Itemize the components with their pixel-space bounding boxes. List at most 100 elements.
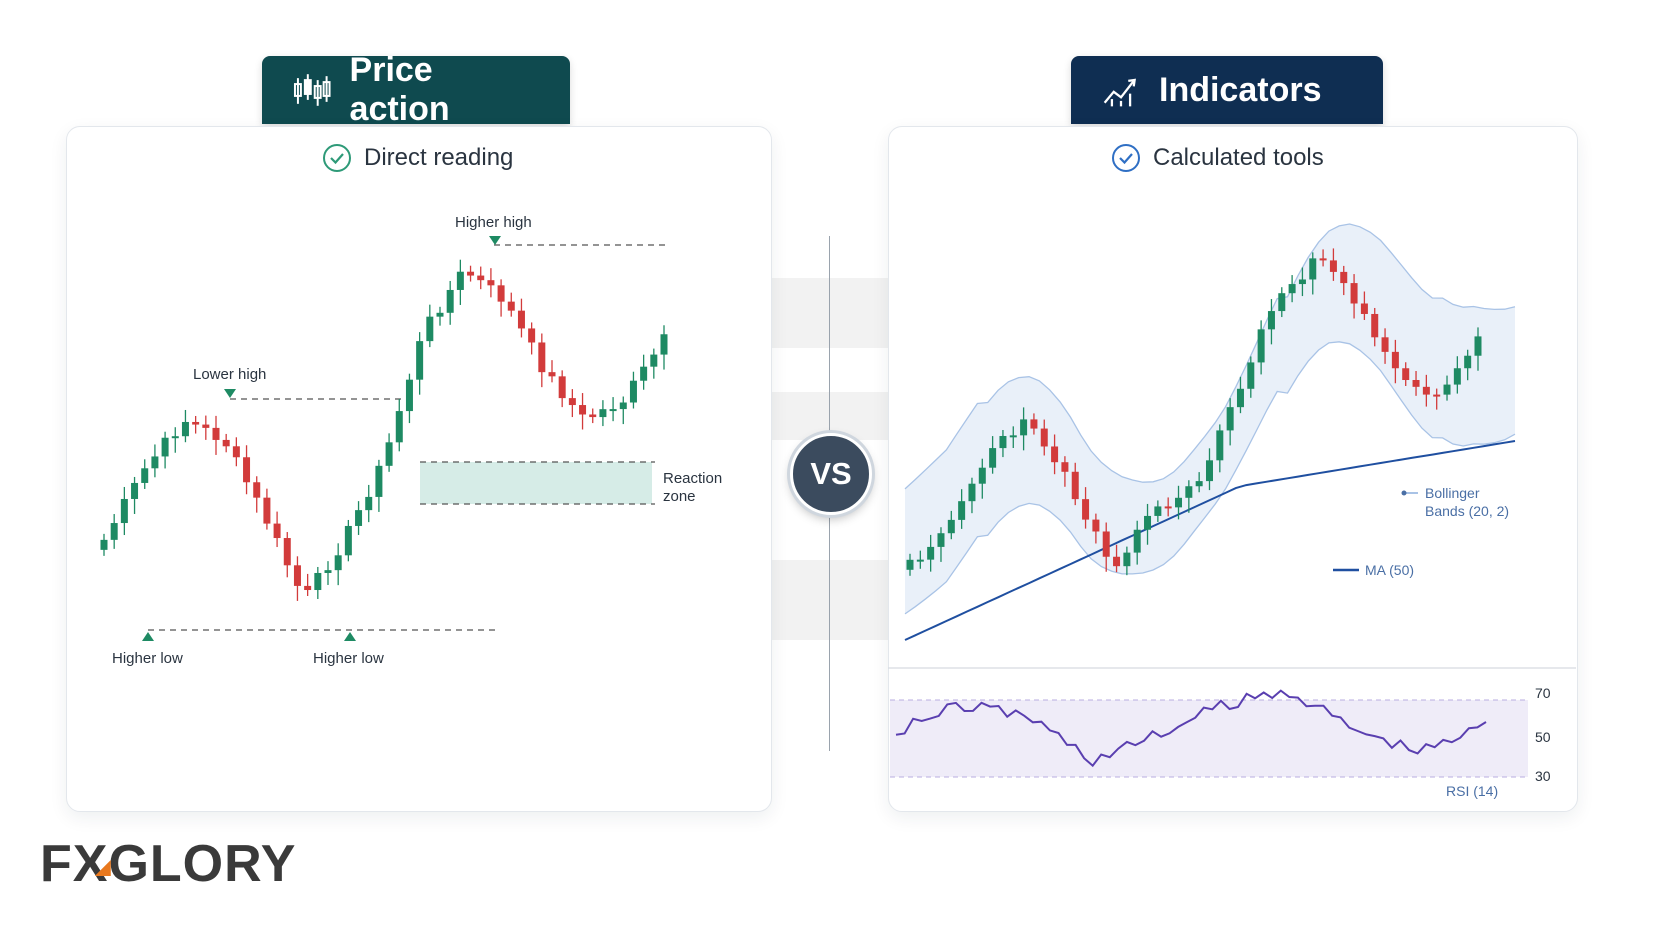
left-candle [528,328,536,343]
higher-low-label-1: Higher low [112,650,183,667]
bollinger-legend-label-1: Bollinger [1425,485,1480,501]
left-candle [487,280,495,286]
bollinger-legend-label-2: Bands (20, 2) [1425,503,1509,519]
left-candle [355,510,363,526]
bollinger-legend-dot [1401,490,1407,496]
right-candle [1474,336,1482,356]
left-candle [640,366,648,381]
left-candles [100,259,668,601]
price-action-tab: Price action [262,51,570,128]
logo-glory: GLORY [108,835,297,893]
left-candle [283,538,291,566]
left-candle [100,539,108,550]
right-candle [1030,419,1038,429]
left-candle [517,310,525,329]
left-candle [161,437,169,457]
left-candle [192,421,200,425]
left-candle [507,301,515,311]
right-candle [1391,351,1399,369]
higher-low-marker-1 [142,632,154,641]
left-candle [324,570,332,573]
right-candle [1051,446,1059,463]
rsi-band [890,700,1528,777]
right-candle [1020,419,1028,436]
right-candle [1298,279,1306,285]
left-candle [416,341,424,380]
price-action-panel [66,126,772,812]
right-candle [1453,368,1461,385]
price-action-title: Price action [349,51,450,128]
right-candle [1195,481,1203,487]
right-candle [1133,529,1141,553]
right-candle [1082,499,1090,520]
right-candles [906,248,1482,576]
right-candle [1009,435,1017,438]
rsi-level-50: 50 [1535,729,1551,745]
left-candle [243,457,251,483]
left-candle [660,334,668,355]
higher-low-marker-2 [344,632,356,641]
right-candle [1040,428,1048,447]
check-circle-icon [1112,144,1140,172]
trend-chart-icon [1103,78,1136,107]
left-candle [568,398,576,406]
left-candle [589,414,597,418]
reaction-zone [420,462,652,504]
left-candle [609,409,617,412]
left-candle [650,354,658,367]
vs-badge: VS [790,433,872,515]
right-candle [1278,293,1286,312]
rsi-level-30: 30 [1535,768,1551,784]
right-candle [1319,258,1327,261]
right-candle [1113,556,1121,567]
left-candle [151,456,159,469]
right-candle [1164,506,1172,509]
left-candle [477,275,485,281]
ma-50-line [904,440,1516,641]
right-candle [958,501,966,520]
right-candle [989,448,997,468]
right-candle [1288,284,1296,294]
logo-f: F [40,835,73,893]
left-candle [395,411,403,443]
right-candle [937,533,945,547]
left-candle [171,436,179,439]
right-candle [1412,380,1420,387]
right-candle [947,519,955,534]
right-candle [1123,552,1131,567]
direct-reading-text: Direct reading [364,144,514,171]
left-candle [375,465,383,497]
direct-reading-subtitle: Direct reading [322,140,513,176]
bollinger-lower-band [904,341,1516,615]
right-candle [927,546,935,560]
left-candle [202,424,210,428]
left-candle [436,312,444,317]
left-candle [344,525,352,556]
left-candle [365,496,373,511]
higher-low-label-2: Higher low [313,650,384,667]
right-candle [1402,368,1410,381]
right-candle [1443,384,1451,395]
left-candle [273,523,281,539]
right-candle [968,483,976,502]
right-candle [1247,362,1255,389]
bollinger-upper-band [904,223,1516,490]
left-candle [558,376,566,399]
right-candle [1340,271,1348,284]
right-candle [1267,311,1275,330]
right-candle [1381,337,1389,352]
right-candle [1226,407,1234,431]
left-candle [579,405,587,415]
left-candle [446,289,454,313]
right-candle [1216,430,1224,461]
left-candle [141,468,149,483]
left-candle [385,442,393,466]
fxglory-logo: F X GLORY [40,834,296,894]
calculated-tools-subtitle: Calculated tools [1111,140,1324,176]
right-candle [1205,460,1213,482]
right-candle [1092,519,1100,532]
left-candle [110,523,118,540]
left-candle [263,497,271,524]
left-candle [253,482,261,498]
